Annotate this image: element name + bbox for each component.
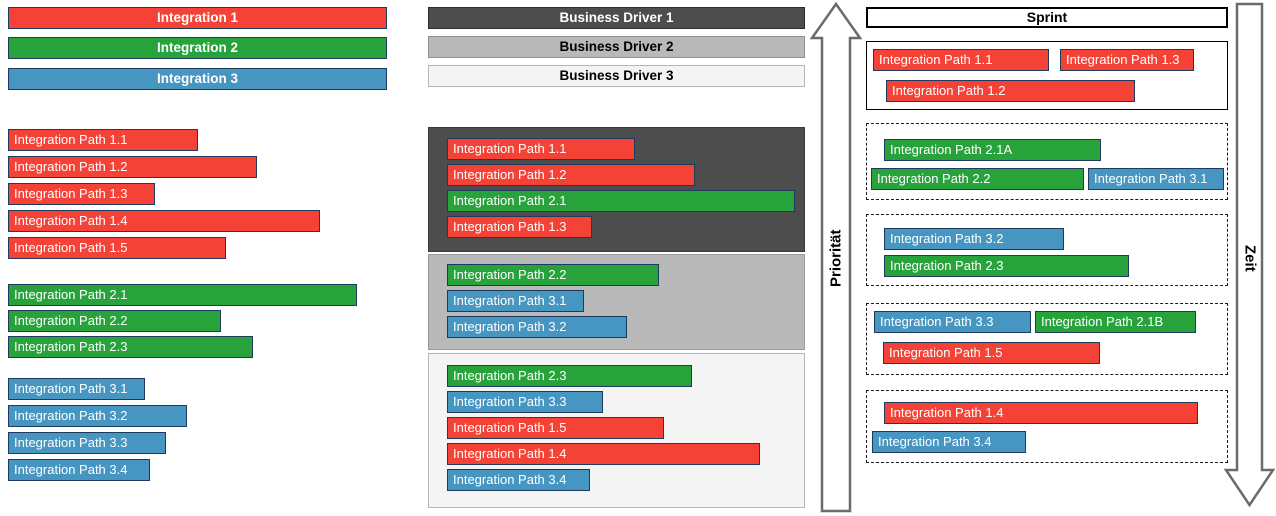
bar-integration-path-3-2: Integration Path 3.2 (447, 316, 627, 338)
bar-integration-path-1-5: Integration Path 1.5 (447, 417, 664, 439)
bar-integration-path-1-3: Integration Path 1.3 (8, 183, 155, 205)
bar-integration-path-3-4: Integration Path 3.4 (8, 459, 150, 481)
bar-integration-path-1-1: Integration Path 1.1 (447, 138, 635, 160)
sprint-1-box: Integration Path 1.1 Integration Path 1.… (866, 41, 1228, 110)
business-driver-3-panel: Integration Path 2.3 Integration Path 3.… (428, 353, 805, 508)
sprint-5-box: Integration Path 1.4 Integration Path 3.… (866, 390, 1228, 463)
bar-integration-path-3-3: Integration Path 3.3 (8, 432, 166, 454)
bar-integration-path-1-4: Integration Path 1.4 (447, 443, 760, 465)
sprint-3-box: Integration Path 3.2 Integration Path 2.… (866, 214, 1228, 286)
integration-2-header: Integration 2 (8, 37, 387, 59)
business-driver-1-header: Business Driver 1 (428, 7, 805, 29)
bar-integration-path-1-4: Integration Path 1.4 (8, 210, 320, 232)
bar-integration-path-1-3: Integration Path 1.3 (1060, 49, 1194, 71)
bar-integration-path-3-1: Integration Path 3.1 (447, 290, 584, 312)
bar-integration-path-2-1: Integration Path 2.1 (8, 284, 357, 306)
integration-1-header: Integration 1 (8, 7, 387, 29)
bar-integration-path-2-2: Integration Path 2.2 (8, 310, 221, 332)
bar-integration-path-2-2: Integration Path 2.2 (447, 264, 659, 286)
bar-integration-path-1-2: Integration Path 1.2 (8, 156, 257, 178)
business-driver-3-header: Business Driver 3 (428, 65, 805, 87)
bar-integration-path-1-2: Integration Path 1.2 (447, 164, 695, 186)
bar-integration-path-2-2: Integration Path 2.2 (871, 168, 1084, 190)
bar-integration-path-1-1: Integration Path 1.1 (873, 49, 1049, 71)
sprint-2-box: Integration Path 2.1A Integration Path 2… (866, 123, 1228, 200)
business-driver-2-header: Business Driver 2 (428, 36, 805, 58)
bar-integration-path-2-3: Integration Path 2.3 (8, 336, 253, 358)
bar-integration-path-3-4: Integration Path 3.4 (447, 469, 590, 491)
business-driver-2-panel: Integration Path 2.2 Integration Path 3.… (428, 254, 805, 350)
priority-up-arrow (809, 2, 863, 513)
bar-integration-path-1-4: Integration Path 1.4 (884, 402, 1198, 424)
bar-integration-path-3-1: Integration Path 3.1 (1088, 168, 1224, 190)
bar-integration-path-3-3: Integration Path 3.3 (874, 311, 1031, 333)
sprint-4-box: Integration Path 3.3 Integration Path 2.… (866, 303, 1228, 375)
sprint-header: Sprint (866, 7, 1228, 28)
bar-integration-path-3-4: Integration Path 3.4 (872, 431, 1026, 453)
bar-integration-path-1-5: Integration Path 1.5 (8, 237, 226, 259)
bar-integration-path-2-1: Integration Path 2.1 (447, 190, 795, 212)
business-driver-1-panel: Integration Path 1.1 Integration Path 1.… (428, 127, 805, 252)
integration-3-header: Integration 3 (8, 68, 387, 90)
bar-integration-path-2-1a: Integration Path 2.1A (884, 139, 1101, 161)
bar-integration-path-2-1b: Integration Path 2.1B (1035, 311, 1196, 333)
bar-integration-path-1-5: Integration Path 1.5 (883, 342, 1100, 364)
bar-integration-path-3-2: Integration Path 3.2 (8, 405, 187, 427)
time-down-arrow (1224, 2, 1276, 508)
bar-integration-path-1-3: Integration Path 1.3 (447, 216, 592, 238)
bar-integration-path-1-1: Integration Path 1.1 (8, 129, 198, 151)
bar-integration-path-1-2: Integration Path 1.2 (886, 80, 1135, 102)
bar-integration-path-2-3: Integration Path 2.3 (884, 255, 1129, 277)
bar-integration-path-3-2: Integration Path 3.2 (884, 228, 1064, 250)
bar-integration-path-3-3: Integration Path 3.3 (447, 391, 603, 413)
bar-integration-path-3-1: Integration Path 3.1 (8, 378, 145, 400)
bar-integration-path-2-3: Integration Path 2.3 (447, 365, 692, 387)
